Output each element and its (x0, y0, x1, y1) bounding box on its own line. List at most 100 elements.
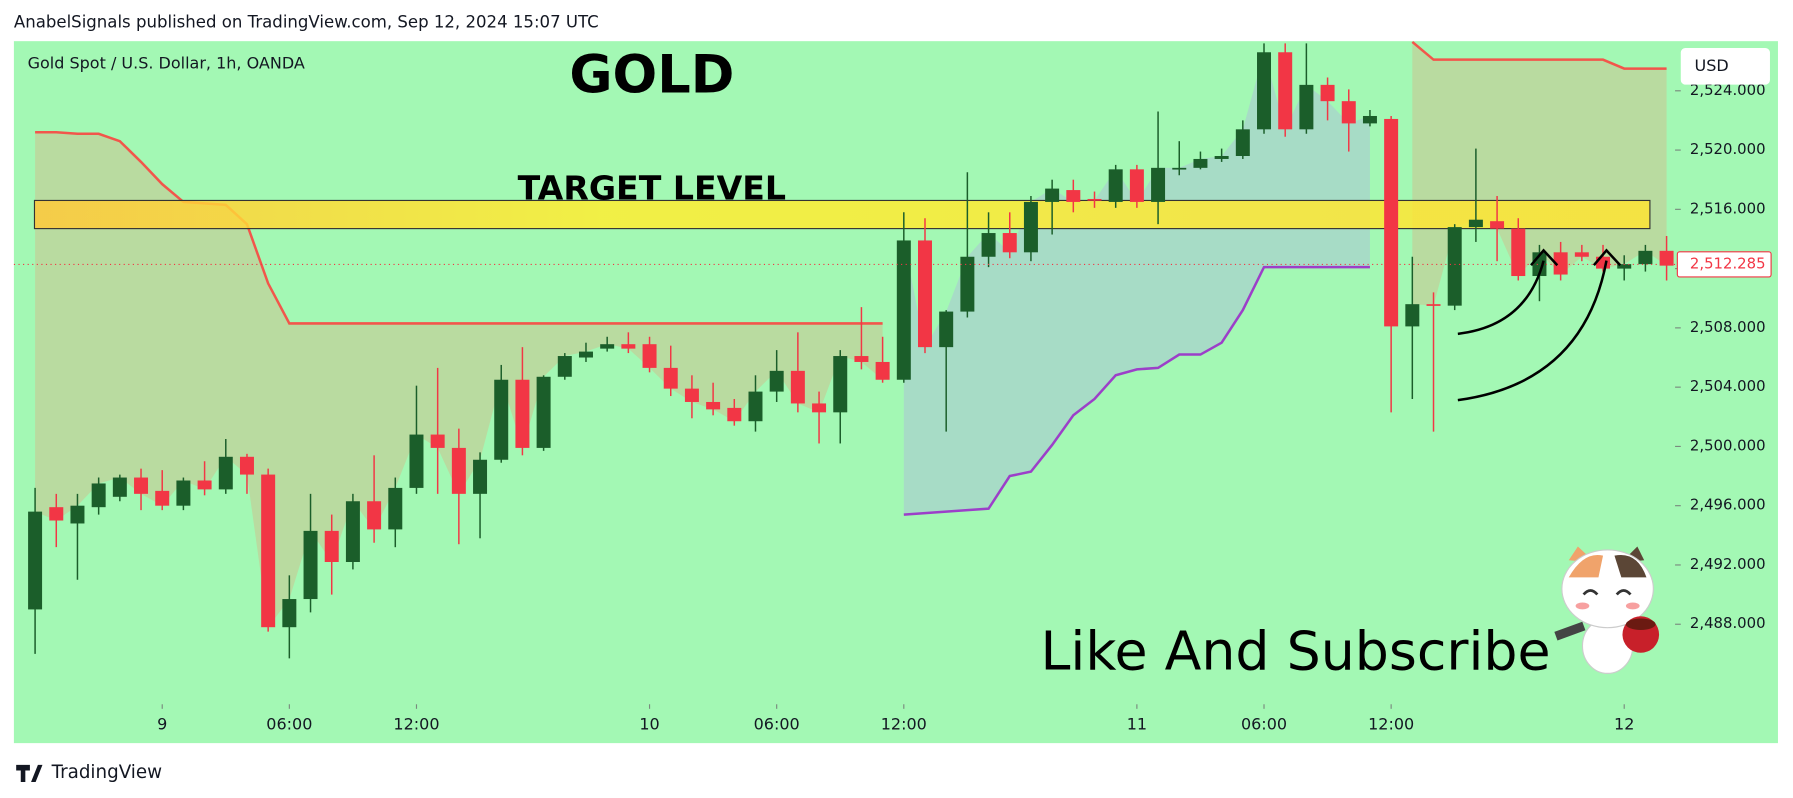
candle-body (663, 367, 678, 389)
candle-body (91, 483, 106, 508)
candle-body (28, 511, 43, 610)
candle-body (1638, 250, 1653, 265)
x-tick-label: 12:00 (393, 714, 439, 733)
last-price-tag (1676, 251, 1772, 278)
candle-body (134, 477, 149, 494)
candle-body (1468, 219, 1483, 228)
candle-body (239, 456, 254, 475)
candle-body (1151, 167, 1166, 202)
candle-body (388, 487, 403, 530)
candle-body (748, 391, 763, 422)
target-label: TARGET LEVEL (518, 168, 786, 207)
y-tick-label: 2,496.000 (1690, 496, 1766, 514)
candle-body (896, 240, 911, 380)
y-tick-label: 2,524.000 (1690, 81, 1766, 99)
candle-body (790, 370, 805, 404)
candle-body (176, 480, 191, 506)
candle-body (1447, 227, 1462, 306)
candle-body (49, 507, 64, 521)
candle-body (197, 480, 212, 490)
last-price-label: 2,512.285 (1690, 254, 1766, 272)
candle-body (282, 599, 297, 628)
y-tick-label: 2,516.000 (1690, 199, 1766, 217)
candle-body (70, 505, 85, 524)
x-tick-label: 10 (639, 714, 659, 733)
candle-body (1341, 101, 1356, 124)
candle-body (1023, 201, 1038, 253)
candle-body (494, 379, 509, 460)
currency-button[interactable] (1680, 48, 1770, 85)
candle-body (1362, 115, 1377, 124)
x-tick-label: 12:00 (1368, 714, 1414, 733)
candle-body (557, 356, 572, 377)
candle-body (155, 490, 170, 506)
candle-body (1257, 52, 1272, 130)
candle-body (1426, 304, 1441, 306)
indicator-line (903, 265, 1370, 516)
currency-label[interactable]: USD (1695, 56, 1729, 75)
candle-body (1320, 84, 1335, 102)
candle-body (1574, 252, 1589, 257)
x-tick-label: 12:00 (881, 714, 927, 733)
arrows (1457, 248, 1622, 402)
candle-body (939, 311, 954, 348)
x-tick-label: 9 (157, 714, 167, 733)
candle-body (409, 434, 424, 488)
candle-body (981, 233, 996, 257)
candle-body (515, 379, 530, 448)
candle-body (960, 256, 975, 312)
x-tick-label: 11 (1127, 714, 1147, 733)
candle-body (642, 344, 657, 368)
candle-body (769, 370, 784, 392)
candle-body (218, 456, 233, 490)
indicator-fill (35, 132, 883, 628)
x-tick-label: 12 (1614, 714, 1634, 733)
curved-arrow (1457, 260, 1545, 336)
y-tick-label: 2,488.000 (1690, 614, 1766, 632)
indicator-fill (1412, 41, 1667, 306)
candle-body (112, 477, 127, 497)
symbol-legend: Gold Spot / U.S. Dollar, 1h, OANDA (28, 54, 305, 73)
candle-body (345, 501, 360, 563)
y-tick-label: 2,508.000 (1690, 318, 1766, 336)
curved-arrow (1457, 260, 1608, 402)
publisher-header: AnabelSignals published on TradingView.c… (14, 12, 599, 31)
candle-body (833, 356, 848, 413)
indicator-line (35, 131, 883, 325)
candle-body (1045, 188, 1060, 202)
candle-body (1278, 52, 1293, 130)
candle-body (1066, 190, 1081, 202)
candle-body (727, 407, 742, 422)
y-tick-label: 2,504.000 (1690, 377, 1766, 395)
candle-body (1384, 118, 1399, 327)
arrow-head (1592, 248, 1622, 267)
candle-body (1299, 84, 1314, 130)
candle-body (1214, 155, 1229, 159)
candle-body (1129, 169, 1144, 202)
footer-brand: TradingView (51, 762, 163, 783)
arrow-head (1530, 248, 1559, 267)
candle-body (367, 501, 382, 530)
candle-body (451, 447, 466, 494)
candle-body (1002, 233, 1017, 253)
candle-body (1617, 264, 1632, 269)
tradingview-logo (16, 764, 43, 782)
candle-body (621, 344, 636, 349)
subscribe-text: Like And Subscribe (1040, 620, 1550, 683)
candle-body (684, 388, 699, 402)
candle-body (303, 530, 318, 600)
candle-body (1490, 221, 1505, 229)
y-tick-label: 2,492.000 (1690, 555, 1766, 573)
candle-body (854, 356, 869, 362)
candle-body (918, 240, 932, 348)
candle-body (261, 474, 276, 628)
cat-sticker (1554, 546, 1660, 674)
candle-body (1235, 129, 1250, 156)
candle-body (1193, 158, 1208, 168)
x-tick-label: 06:00 (754, 714, 800, 733)
target-zone (33, 199, 1651, 230)
indicator-line (1411, 41, 1667, 70)
candle-body (324, 530, 339, 563)
candle-body (706, 401, 721, 410)
